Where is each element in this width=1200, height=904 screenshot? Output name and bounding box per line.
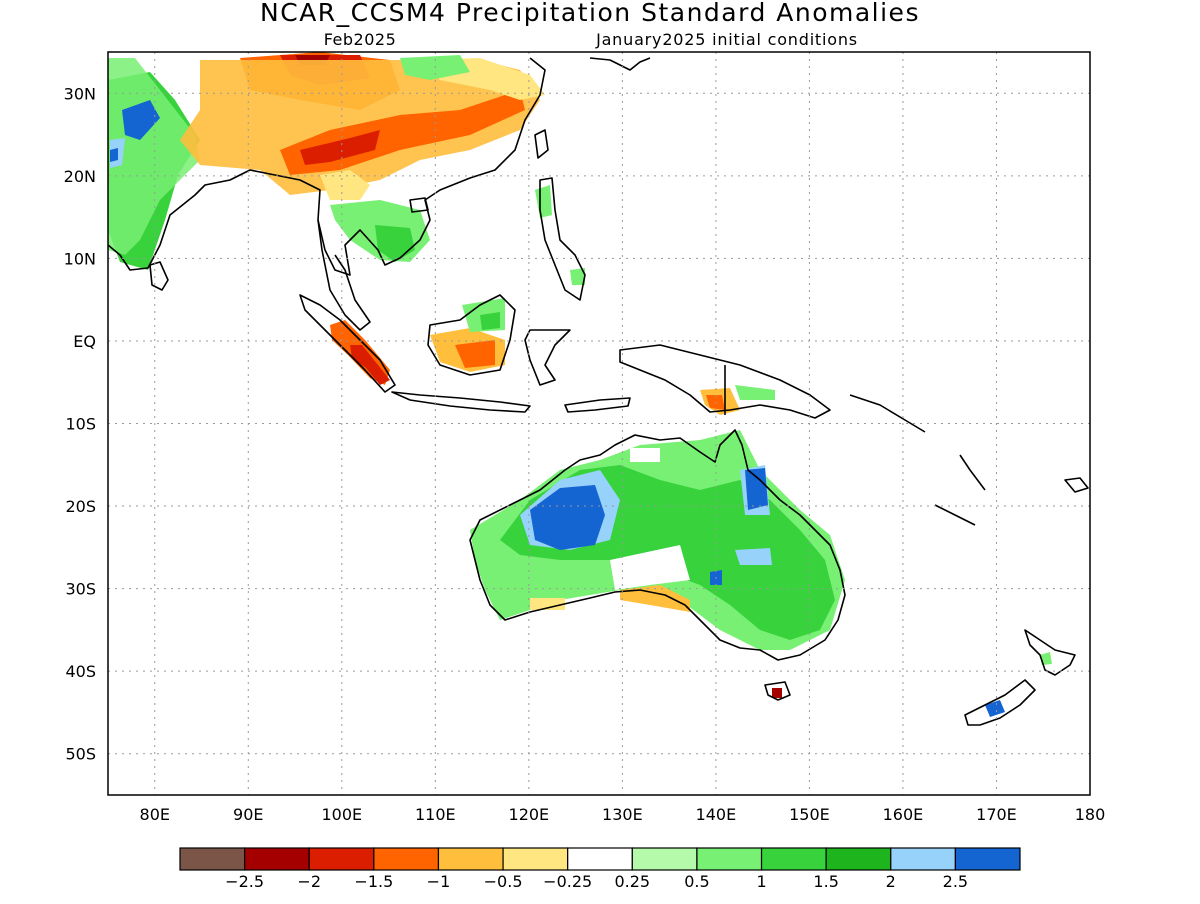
colorbar-label: −1.5 (354, 872, 393, 891)
colorbar-label: −2 (297, 872, 321, 891)
colorbar-label: 1.5 (813, 872, 838, 891)
colorbar-label: −2.5 (225, 872, 264, 891)
map-title: NCAR_CCSM4 Precipitation Standard Anomal… (260, 0, 920, 27)
colorbar-label: 2 (886, 872, 896, 891)
colorbar-label: −0.5 (484, 872, 523, 891)
colorbar-label: 0.5 (684, 872, 709, 891)
coastline-australia (469, 429, 846, 661)
lat-tick-label: 50S (65, 745, 96, 764)
coastline-sumatra (299, 294, 396, 393)
anomaly-region-australia-blue (530, 485, 605, 550)
lat-tick-label: 30S (65, 580, 96, 599)
lat-tick-label: 40S (65, 662, 96, 681)
colorbar-swatch (179, 847, 246, 871)
lat-tick-label: 10N (64, 249, 96, 268)
colorbar-label: 1 (756, 872, 766, 891)
colorbar-label: −0.25 (543, 872, 592, 891)
coastline-fiji (1064, 477, 1089, 493)
lon-tick-label: 100E (321, 805, 362, 824)
anomaly-region-australia-south-yellow (620, 585, 690, 612)
anomaly-region-nsw-lightblue (735, 548, 772, 565)
coastline-taiwan (534, 129, 549, 159)
lon-tick-label: 80E (140, 805, 170, 824)
colorbar-label: 0.25 (614, 872, 650, 891)
lat-tick-label: 10S (65, 415, 96, 434)
map-subtitle-right: January2025 initial conditions (595, 30, 858, 49)
anomaly-shading (108, 52, 1052, 717)
lon-tick-label: 160E (883, 805, 924, 824)
lon-tick-label: 130E (602, 805, 643, 824)
coastline-hainan (409, 197, 429, 213)
colorbar-swatch (825, 847, 892, 871)
anomaly-region-newguinea-green (735, 385, 775, 400)
anomaly-region-sumatra-darkdry (350, 345, 390, 385)
lat-tick-label: 20N (64, 167, 96, 186)
anomaly-region-australia-north-white (630, 448, 660, 462)
anomaly-region-china-dry-core (300, 130, 380, 165)
longitude-axis: 80E 90E 100E 110E 120E 130E 140E 150E 160E 170E 18… (140, 805, 1106, 824)
coastline-new-guinea (619, 344, 831, 419)
colorbar-swatch (890, 847, 956, 871)
coastline-java (391, 391, 531, 413)
lon-tick-label: 110E (415, 805, 456, 824)
anomaly-region-borneo-darkgreen (480, 312, 500, 330)
latitude-axis: 30N 20N 10N EQ 10S 20S 30S 40S 50S (64, 84, 96, 763)
anomaly-region-india-blue2 (110, 148, 118, 162)
anomaly-region-australia-yellow-west (530, 598, 565, 610)
lon-tick-label: 140E (696, 805, 737, 824)
lat-tick-label: 30N (64, 84, 96, 103)
coastline-tasmania (764, 681, 791, 701)
coastline-malay-peninsula (317, 219, 371, 331)
map-plot-area (108, 52, 1090, 795)
colorbar-swatch (308, 847, 375, 871)
anomaly-region-tasmania-dry (772, 688, 782, 698)
coastline-timor (564, 397, 631, 413)
coastlines (108, 57, 1089, 726)
colorbar-swatch (760, 847, 827, 871)
colorbar-swatch (244, 847, 310, 871)
coastline-philippines (539, 177, 586, 301)
lat-tick-label: 20S (65, 497, 96, 516)
anomaly-region-nz-blue (985, 700, 1005, 717)
colorbar-swatch (437, 847, 504, 871)
coastline-borneo (427, 294, 516, 376)
colorbar-swatch (373, 847, 440, 871)
lon-tick-label: 180 (1075, 805, 1106, 824)
coastline-new-caledonia (934, 504, 976, 526)
anomaly-region-borneo-darkdry (455, 340, 495, 368)
coastline-new-zealand-north (1024, 629, 1076, 676)
anomaly-region-qld-blue (745, 468, 768, 510)
coastline-solomons (849, 394, 926, 433)
colorbar-label: −1 (427, 872, 451, 891)
colorbar-swatch (502, 847, 569, 871)
gridlines (108, 52, 1090, 795)
coastline-new-zealand-south (964, 679, 1036, 726)
coastline-sri-lanka (149, 261, 169, 291)
lon-tick-label: 170E (976, 805, 1017, 824)
anomaly-region-philippines-green2 (570, 268, 585, 285)
anomaly-region-indochina-yellow (320, 170, 370, 200)
lon-tick-label: 150E (789, 805, 830, 824)
coastline-sulawesi (524, 329, 571, 386)
coastline-japan (589, 57, 651, 71)
colorbar-swatch (631, 847, 698, 871)
colorbar-label: 2.5 (943, 872, 968, 891)
colorbar-swatch (696, 847, 763, 871)
lon-tick-label: 120E (509, 805, 550, 824)
lat-tick-label: EQ (73, 332, 96, 351)
colorbar-swatch (954, 847, 1021, 871)
anomaly-region-india-blue (122, 100, 160, 140)
colorbar: −2.5 −2 −1.5 −1 −0.5 −0.25 0.25 0.5 1 1.5 2 2.5 (179, 847, 1021, 891)
coastline-asia (108, 57, 546, 276)
colorbar-swatch (567, 847, 633, 871)
coastline-vanuatu (959, 454, 986, 491)
map-subtitle-left: Feb2025 (324, 30, 397, 49)
lon-tick-label: 90E (233, 805, 263, 824)
map-frame (107, 51, 1091, 796)
anomaly-region-australia-white (610, 545, 690, 590)
